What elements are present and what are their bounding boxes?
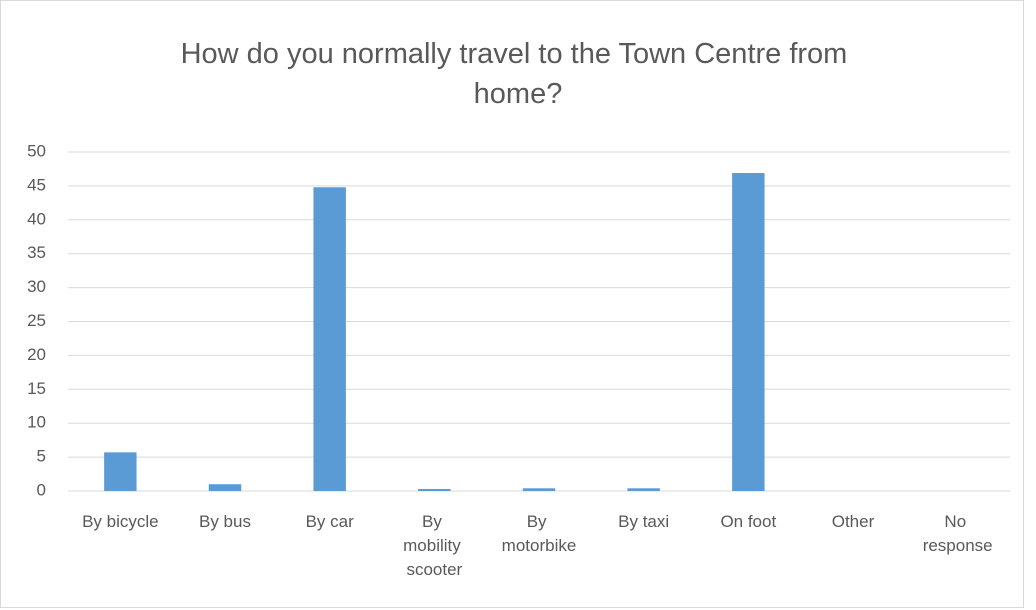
bar	[732, 173, 765, 491]
x-tick-label: By motorbike	[502, 512, 577, 555]
y-tick-label: 40	[27, 209, 46, 228]
x-tick-label: By taxi	[618, 512, 669, 531]
bar	[208, 484, 242, 491]
y-tick-label: 35	[27, 243, 46, 262]
bar	[522, 488, 556, 491]
chart-title: How do you normally travel to the Town C…	[181, 38, 856, 110]
y-tick-label: 45	[27, 175, 46, 194]
x-tick-label: By bicycle	[82, 512, 159, 531]
y-tick-label: 0	[37, 480, 46, 499]
y-tick-label: 15	[27, 379, 46, 398]
bar	[418, 488, 451, 491]
x-tick-label: Other	[832, 512, 875, 531]
bar	[627, 488, 660, 491]
x-tick-label: No response	[923, 512, 993, 555]
y-tick-label: 10	[27, 413, 46, 432]
x-tick-label: By mobility scooter	[403, 512, 465, 579]
x-tick-label: On foot	[720, 512, 776, 531]
bar	[104, 452, 137, 491]
y-tick-label: 20	[27, 345, 46, 364]
y-tick-label: 30	[27, 277, 46, 296]
y-tick-label: 25	[27, 311, 46, 330]
y-tick-label: 5	[37, 447, 46, 466]
y-tick-label: 50	[27, 141, 46, 160]
x-tick-label: By bus	[199, 512, 251, 531]
x-tick-label: By car	[306, 512, 355, 531]
bar	[313, 187, 346, 492]
